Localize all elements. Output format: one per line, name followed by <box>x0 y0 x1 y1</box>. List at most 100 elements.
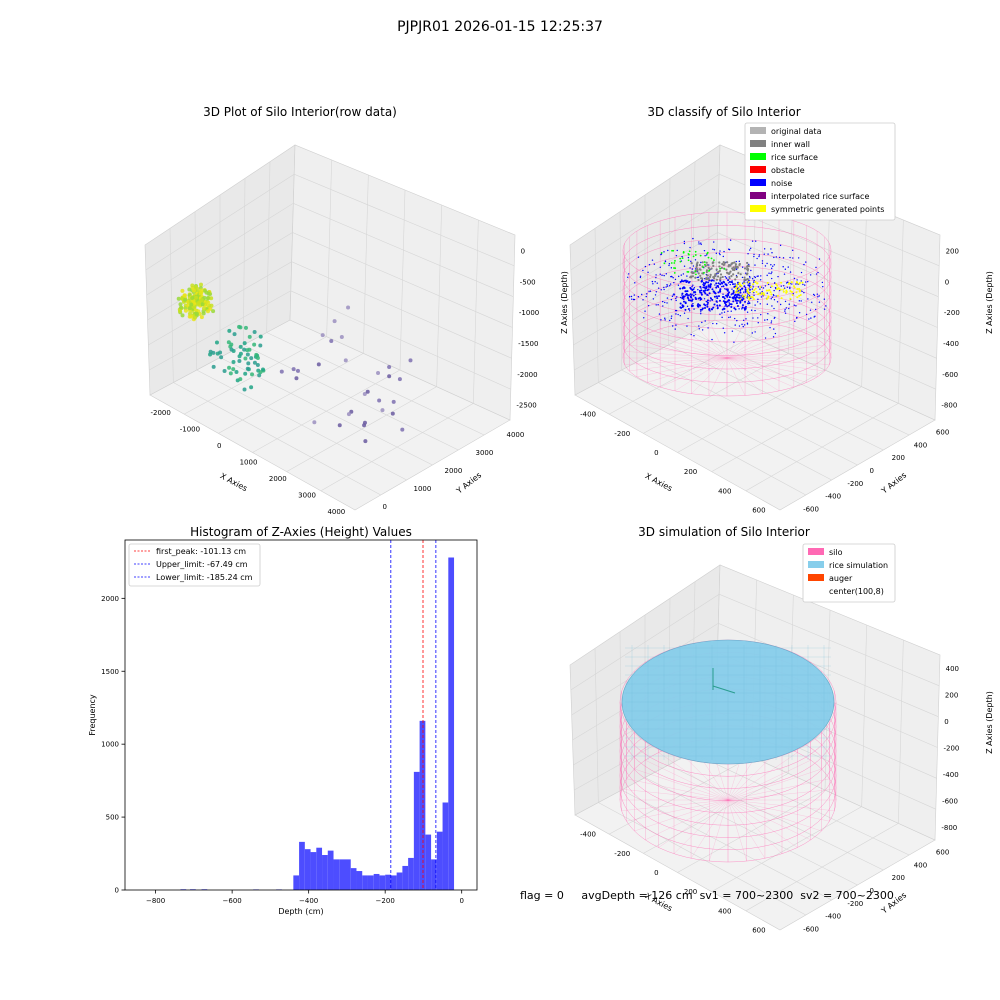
histogram-bar <box>310 852 317 890</box>
silo-spoke <box>634 768 729 801</box>
noise-point <box>698 325 700 327</box>
data-point <box>202 295 207 300</box>
inner-wall-point <box>730 262 733 265</box>
noise-point <box>705 281 708 284</box>
noise-point <box>628 296 631 298</box>
noise-point <box>730 294 732 296</box>
noise-point <box>727 310 729 312</box>
symmetric-point <box>765 298 768 301</box>
data-point <box>214 340 219 345</box>
noise-point <box>780 285 782 287</box>
x-tick-label: 0 <box>217 442 221 450</box>
noise-point <box>741 287 744 290</box>
noise-point <box>686 305 689 308</box>
data-point <box>197 300 202 305</box>
noise-point <box>683 298 685 301</box>
data-point <box>226 340 231 345</box>
data-point <box>194 311 199 316</box>
noise-point <box>807 298 809 300</box>
rice-surface-point <box>688 253 690 256</box>
grid-line <box>570 173 940 271</box>
data-point <box>291 367 296 372</box>
noise-point <box>671 295 674 298</box>
data-point <box>205 296 210 301</box>
data-point <box>192 288 197 293</box>
noise-point <box>752 286 754 288</box>
noise-point <box>770 277 773 280</box>
noise-point <box>704 254 706 257</box>
histogram-bar <box>396 872 403 890</box>
data-point <box>238 351 243 356</box>
symmetric-point <box>748 298 751 301</box>
noise-point <box>665 286 667 288</box>
silo-spoke <box>629 344 728 359</box>
plot-frame <box>124 539 478 891</box>
noise-point <box>692 302 694 305</box>
noise-point <box>708 308 711 311</box>
silo-spoke <box>726 328 794 359</box>
y-tick-label: 1000 <box>414 485 432 493</box>
noise-point <box>753 281 755 283</box>
noise-point <box>662 300 664 303</box>
symmetric-point <box>737 291 740 294</box>
noise-point <box>745 318 747 320</box>
noise-point <box>726 305 729 308</box>
data-point <box>255 362 260 367</box>
x-tick-label: 400 <box>718 487 731 495</box>
noise-point <box>753 291 755 294</box>
noise-point <box>670 298 673 301</box>
symmetric-point <box>750 295 753 298</box>
noise-point <box>774 332 777 335</box>
noise-point <box>733 307 736 310</box>
panel-histogram: Histogram of Z-Axies (Height) Values −800… <box>88 525 478 916</box>
symmetric-point <box>770 293 773 296</box>
inner-wall-point <box>712 275 715 279</box>
noise-point <box>787 281 789 284</box>
noise-point <box>740 296 742 298</box>
noise-point <box>702 289 705 292</box>
data-point <box>183 297 188 302</box>
noise-point <box>733 317 736 320</box>
x-tick-label: -200 <box>614 850 630 858</box>
noise-point <box>773 282 776 284</box>
data-point <box>242 341 247 346</box>
noise-point <box>730 310 732 312</box>
legend-swatch <box>808 561 824 568</box>
noise-point <box>746 311 749 313</box>
noise-point <box>672 277 674 279</box>
noise-point <box>681 306 684 309</box>
noise-point <box>763 248 766 250</box>
noise-point <box>730 305 733 308</box>
symmetric-point <box>796 296 799 299</box>
noise-point <box>697 297 700 300</box>
noise-point <box>794 320 796 323</box>
histogram-bar <box>448 557 455 890</box>
rice-surface-point <box>699 254 702 257</box>
noise-point <box>716 304 719 307</box>
histogram-bar <box>379 875 386 890</box>
x-tick-label: 200 <box>684 468 697 476</box>
rice-surface-point <box>679 260 682 263</box>
noise-point <box>772 336 775 338</box>
noise-point <box>701 329 704 331</box>
noise-point <box>736 319 738 322</box>
noise-point <box>821 281 824 284</box>
silo-spoke <box>727 799 747 862</box>
noise-point <box>734 308 737 311</box>
noise-point <box>706 301 709 304</box>
noise-point <box>707 285 710 288</box>
inner-wall-point <box>712 264 715 267</box>
y-tick-label: 2000 <box>445 467 463 475</box>
noise-point <box>757 286 760 288</box>
noise-point <box>683 286 686 289</box>
noise-point <box>725 288 728 291</box>
noise-point <box>809 309 812 311</box>
noise-point <box>710 297 713 300</box>
noise-point <box>760 296 763 298</box>
noise-point <box>773 299 776 301</box>
inner-wall-point <box>721 275 724 279</box>
silo-spoke <box>660 328 728 359</box>
silo-spoke <box>726 357 807 383</box>
noise-point <box>660 289 662 291</box>
symmetric-point <box>798 287 801 290</box>
